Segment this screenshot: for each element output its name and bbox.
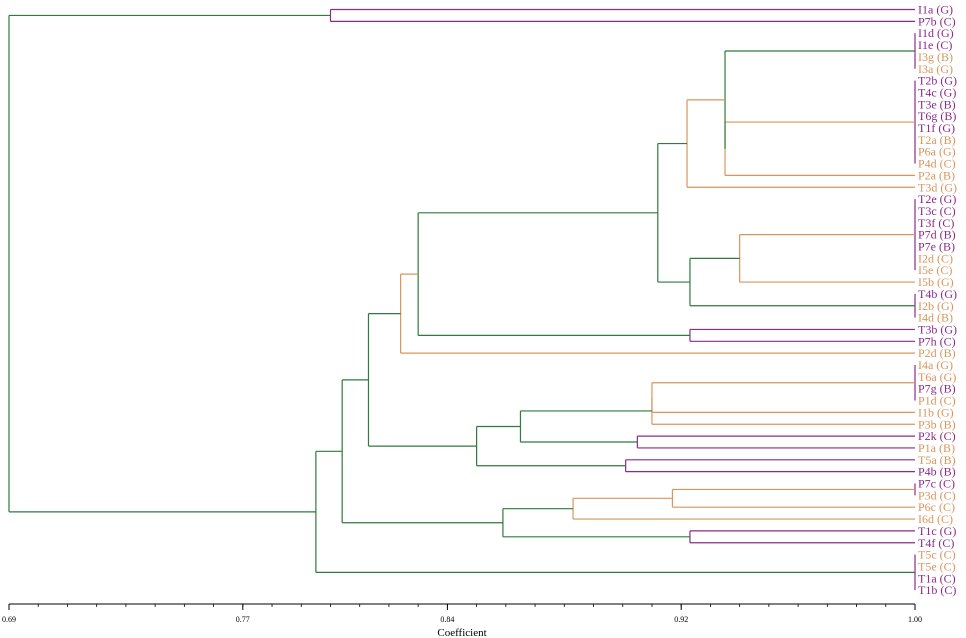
leaf-label: I2b (G) bbox=[918, 299, 954, 313]
leaf-label: I5b (G) bbox=[918, 275, 954, 289]
leaf-label: I1e (C) bbox=[918, 38, 952, 52]
leaf-label: P3b (B) bbox=[918, 417, 956, 431]
tick-label: 0.84 bbox=[440, 615, 454, 624]
leaf-label: P6c (C) bbox=[918, 500, 955, 514]
leaf-label: P7g (B) bbox=[918, 382, 956, 396]
tick-label: 0.69 bbox=[2, 615, 16, 624]
leaf-label: P2k (C) bbox=[918, 429, 956, 443]
leaf-label: P7d (B) bbox=[918, 228, 956, 242]
leaf-label: T6a (G) bbox=[918, 370, 956, 384]
leaf-label: T3c (C) bbox=[918, 204, 956, 218]
leaf-label: T2a (B) bbox=[918, 133, 956, 147]
leaf-label: T3b (G) bbox=[918, 322, 957, 336]
leaf-label: I5e (C) bbox=[918, 263, 952, 277]
leaf-label: T2b (G) bbox=[918, 74, 957, 88]
leaf-label: T1a (C) bbox=[918, 571, 956, 585]
leaf-label: P2d (B) bbox=[918, 346, 956, 360]
leaf-label: T5c (C) bbox=[918, 548, 956, 562]
leaf-label: P1d (C) bbox=[918, 394, 956, 408]
leaf-label: I3a (G) bbox=[918, 62, 953, 76]
leaf-label: P7c (C) bbox=[918, 477, 955, 491]
leaf-label: T2e (G) bbox=[918, 192, 956, 206]
leaf-label: T5a (B) bbox=[918, 453, 956, 467]
leaf-label: T6g (B) bbox=[918, 109, 956, 123]
leaf-label: I4a (G) bbox=[918, 358, 953, 372]
leaf-label: T4c (G) bbox=[918, 85, 956, 99]
tick-label: 1.00 bbox=[908, 615, 922, 624]
leaf-label: I1b (G) bbox=[918, 405, 954, 419]
leaf-label: P6a (G) bbox=[918, 145, 956, 159]
leaf-label: P7e (B) bbox=[918, 240, 955, 254]
leaf-label: P7h (C) bbox=[918, 334, 956, 348]
tick-label: 0.92 bbox=[674, 615, 688, 624]
leaf-label: T1f (G) bbox=[918, 121, 955, 135]
leaf-label: T4b (G) bbox=[918, 287, 957, 301]
leaf-label: I3g (B) bbox=[918, 50, 953, 64]
tick-label: 0.77 bbox=[236, 615, 250, 624]
leaf-label: I1d (G) bbox=[918, 26, 954, 40]
leaf-label: I4d (B) bbox=[918, 311, 953, 325]
leaf-label: T3f (C) bbox=[918, 216, 954, 230]
leaf-label: T3d (G) bbox=[918, 180, 957, 194]
leaf-label: P3d (C) bbox=[918, 488, 956, 502]
leaf-label: P1a (B) bbox=[918, 441, 955, 455]
x-axis-title: Coefficient bbox=[437, 627, 486, 638]
leaf-label: T3e (B) bbox=[918, 97, 956, 111]
leaf-label: P4b (B) bbox=[918, 465, 956, 479]
leaf-label: T4f (C) bbox=[918, 536, 954, 550]
leaf-label: I6d (C) bbox=[918, 512, 953, 526]
leaf-label: T5e (C) bbox=[918, 559, 956, 573]
leaf-label: T1c (G) bbox=[918, 524, 956, 538]
leaf-label: P7b (C) bbox=[918, 14, 956, 28]
leaf-label: I2d (C) bbox=[918, 251, 953, 265]
leaf-label: P4d (C) bbox=[918, 157, 956, 171]
leaf-label: T1b (C) bbox=[918, 583, 956, 597]
leaf-label: P2a (B) bbox=[918, 168, 955, 182]
leaf-label: I1a (G) bbox=[918, 3, 953, 17]
